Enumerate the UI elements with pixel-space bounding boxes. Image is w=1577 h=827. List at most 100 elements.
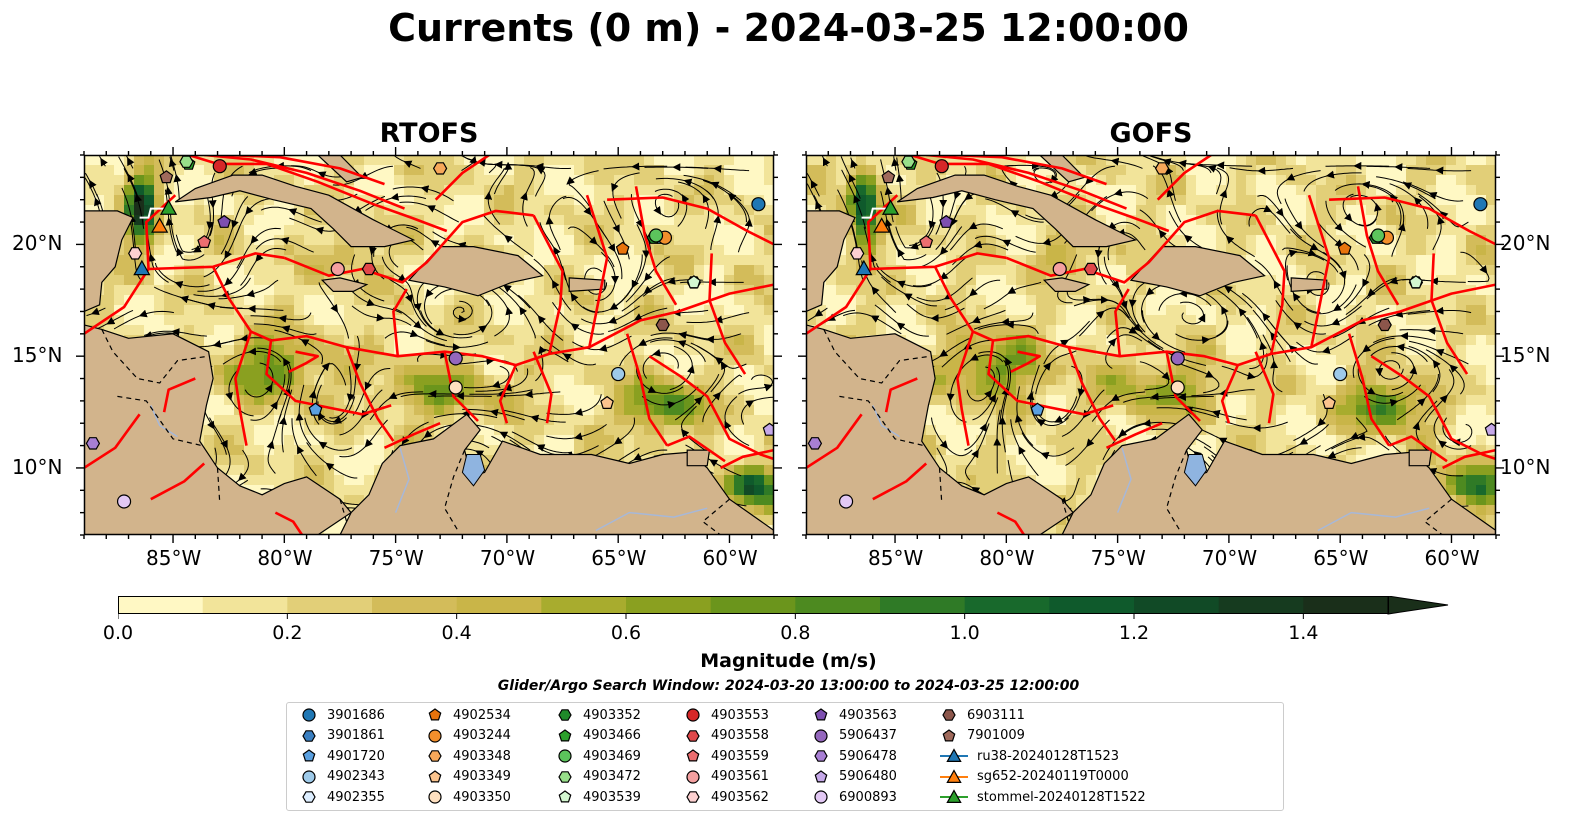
float-marker-4903561 xyxy=(1052,261,1067,277)
legend-swatch-hexagon xyxy=(302,729,316,742)
glider-track xyxy=(139,207,169,219)
legend-swatch-hexagon xyxy=(942,709,956,721)
search-window-caption: Glider/Argo Search Window: 2024-03-20 13… xyxy=(497,678,1080,694)
legend-swatch-circle xyxy=(558,749,572,763)
colorbar-bin xyxy=(372,596,458,614)
legend-swatch-triangle-line xyxy=(940,768,968,783)
legend-item: 4903563 xyxy=(811,705,897,725)
lon-tick-label: 75°W xyxy=(368,546,424,570)
map-ticks xyxy=(798,147,1504,543)
legend-item: 4903559 xyxy=(683,746,769,766)
legend-item: 3901686 xyxy=(299,705,385,725)
float-marker-4903563 xyxy=(217,214,232,228)
legend-label: 4902343 xyxy=(327,769,385,784)
legend-label: 4902534 xyxy=(453,707,511,723)
float-marker-5906478 xyxy=(807,437,823,450)
float-marker-4903561 xyxy=(330,261,345,277)
land-centralAmerica xyxy=(84,324,352,535)
float-marker-3901686 xyxy=(751,197,766,212)
land-trinidad xyxy=(686,449,711,467)
legend-label: 5906480 xyxy=(839,769,897,784)
map-frame xyxy=(805,154,1497,536)
legend-label: 4903558 xyxy=(711,728,769,743)
float-marker-7901009 xyxy=(881,170,896,184)
legend-swatch-pentagon xyxy=(814,769,828,782)
float-marker-6900893 xyxy=(838,494,854,509)
legend-label: 4902355 xyxy=(327,789,385,805)
float-marker-4903472 xyxy=(901,155,916,168)
legend-item: 7901009 xyxy=(939,726,1025,746)
colorbar-bin xyxy=(287,596,373,614)
legend-item: 3901861 xyxy=(299,726,385,746)
float-marker-4903553 xyxy=(212,159,227,174)
lon-tick-label: 70°W xyxy=(1201,546,1258,570)
glider-marker-sg652-20240119T0000 xyxy=(151,217,169,233)
legend-label: 6903111 xyxy=(967,707,1025,723)
float-marker-4903539 xyxy=(1408,275,1423,289)
map-frame xyxy=(83,154,775,536)
colorbar-bin xyxy=(710,596,796,614)
legend-label: 4903539 xyxy=(583,789,641,805)
float-marker-4903559 xyxy=(197,234,212,249)
legend-label: stommel-20240128T1522 xyxy=(977,789,1146,805)
colorbar-extend-arrow xyxy=(1387,596,1449,615)
legend-label: 4903469 xyxy=(583,748,641,764)
legend-label: 4903563 xyxy=(839,707,897,723)
float-marker-4903350 xyxy=(448,380,463,395)
map-panel-rtofs xyxy=(76,147,782,543)
legend-swatch-hexagon xyxy=(302,791,316,803)
legend-item: 4903348 xyxy=(425,746,511,766)
legend-label: 4903466 xyxy=(583,728,641,743)
map-panel-gofs xyxy=(798,147,1504,543)
legend-swatch-circle xyxy=(302,708,316,722)
legend-label: 4901720 xyxy=(327,748,385,764)
lon-tick-label: 60°W xyxy=(702,546,758,570)
glider-marker-ru38-20240128T1523 xyxy=(133,259,151,276)
float-marker-5906437 xyxy=(448,351,463,366)
legend-swatch-circle xyxy=(814,728,828,743)
float-marker-6900893 xyxy=(116,494,132,509)
land-cuba xyxy=(896,174,1138,248)
glider-track xyxy=(861,207,891,219)
lon-tick-label: 85°W xyxy=(868,546,924,570)
lat-tick-label-left: 20°N xyxy=(12,231,63,256)
float-marker-4903559 xyxy=(919,234,934,249)
colorbar-tick-label: 1.4 xyxy=(1288,622,1319,644)
float-marker-4902343 xyxy=(1333,366,1348,382)
river-magdalena xyxy=(1116,447,1132,513)
legend-label: 5906478 xyxy=(839,748,897,764)
float-marker-4902534 xyxy=(1337,241,1352,255)
float-marker-4903563 xyxy=(939,214,954,228)
legend-item: stommel-20240128T1522 xyxy=(939,787,1146,807)
legend-item: 4902534 xyxy=(425,705,511,725)
lon-tick-label: 80°W xyxy=(979,546,1035,570)
colorbar-tick-label: 0.0 xyxy=(102,622,134,644)
legend-label: 4903562 xyxy=(711,789,769,805)
colorbar-bin xyxy=(456,596,542,614)
land-puertoRico xyxy=(1290,277,1328,293)
colorbar-bin xyxy=(964,596,1050,614)
legend-item: 4903472 xyxy=(555,767,641,787)
float-marker-4901720 xyxy=(308,402,323,416)
lon-tick-label: 80°W xyxy=(257,546,313,570)
country-borders xyxy=(823,329,1452,535)
land-hispaniola xyxy=(407,245,544,297)
lon-tick-label: 85°W xyxy=(146,546,202,570)
legend-label: 3901686 xyxy=(327,707,385,723)
float-marker-4903562 xyxy=(128,247,143,260)
float-marker-4903558 xyxy=(1083,262,1099,276)
legend-label: 6900893 xyxy=(839,789,897,805)
float-marker-5906480 xyxy=(1484,422,1496,436)
lake-nicaragua xyxy=(872,405,900,438)
river-orinoco xyxy=(595,507,708,532)
colorbar-bin xyxy=(880,596,966,614)
legend-item: 4903562 xyxy=(683,787,769,807)
legend-label: 4903348 xyxy=(453,748,511,764)
float-marker-4903349 xyxy=(1322,395,1336,409)
legend-swatch-pentagon xyxy=(558,790,572,803)
legend-item: 4903469 xyxy=(555,746,641,766)
lat-tick-label-right: 20°N xyxy=(1500,231,1551,256)
colorbar xyxy=(118,596,1449,619)
legend-swatch-pentagon xyxy=(558,728,572,741)
legend-item: 4903466 xyxy=(555,726,641,746)
